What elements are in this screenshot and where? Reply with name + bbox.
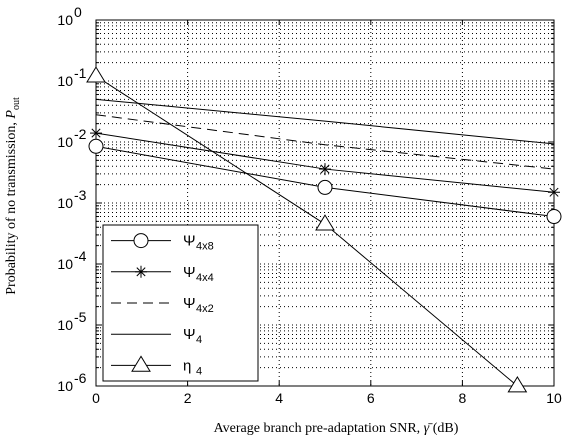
series-marker-4 (507, 376, 528, 393)
legend-label-sub-4: 4 (196, 365, 202, 377)
series-line-2 (96, 114, 554, 170)
y-axis-label-subscript: out (11, 97, 22, 110)
y-tick-label: 10 (57, 317, 73, 333)
legend-label-1: Ψ (183, 264, 196, 281)
legend-marker-1 (135, 265, 147, 278)
x-axis-label-symbol: γ̄ (424, 421, 434, 436)
x-axis-label: Average branch pre-adaptation SNR, γ̄ (d… (214, 421, 459, 436)
y-tick-label: 10 (57, 73, 73, 89)
y-tick-label-exponent: -4 (74, 248, 87, 264)
y-axis-label: Probability of no transmission, Pout (4, 97, 22, 295)
x-tick-label: 6 (367, 390, 375, 406)
x-tick-label: 2 (184, 390, 192, 406)
y-tick-label-exponent: -2 (74, 126, 87, 142)
x-tick-label: 4 (275, 390, 283, 406)
series-marker-1 (90, 127, 102, 140)
y-tick-label-exponent: -3 (74, 187, 87, 203)
y-tick-label-exponent: -5 (74, 309, 87, 325)
legend-label-sub-3: 4 (196, 334, 202, 346)
y-tick-label-exponent: 0 (74, 4, 82, 20)
series-marker-0 (546, 209, 562, 225)
series-marker-0 (88, 138, 104, 154)
series-marker-0 (317, 179, 333, 195)
series-marker-1 (319, 163, 331, 176)
x-tick-label: 10 (546, 390, 562, 406)
y-tick-label: 10 (57, 256, 73, 272)
y-tick-label: 10 (57, 378, 73, 394)
legend-label-3: Ψ (183, 326, 196, 343)
series-line-3 (96, 98, 554, 145)
legend-box (102, 224, 259, 382)
legend-marker-4 (131, 355, 151, 372)
y-tick-label-exponent: -1 (74, 65, 87, 81)
series-marker-4 (86, 66, 106, 83)
legend-label-sub-1: 4x4 (196, 272, 214, 284)
x-axis-label-main: Average branch pre-adaptation SNR, (214, 421, 424, 436)
x-axis-label-unit: (dB) (429, 421, 459, 436)
series-marker-4 (315, 214, 335, 231)
y-tick-label: 10 (57, 195, 73, 211)
legend-label-sub-0: 4x8 (196, 241, 214, 253)
y-axis-label-symbol: P (4, 110, 19, 120)
y-tick-label-exponent: -6 (74, 370, 87, 386)
y-tick-label: 10 (57, 134, 73, 150)
y-tick-label: 10 (57, 12, 73, 28)
x-tick-label: 0 (92, 390, 100, 406)
legend-label-0: Ψ (183, 233, 196, 250)
legend-label-sub-2: 4x2 (196, 303, 214, 315)
legend-label-4: η (183, 357, 191, 374)
marker-layer (86, 66, 562, 393)
x-tick-label: 8 (459, 390, 467, 406)
legend-label-2: Ψ (183, 295, 196, 312)
y-axis-label-main: Probability of no transmission, (4, 119, 19, 295)
legend-marker-0 (133, 233, 149, 249)
series-marker-1 (548, 186, 560, 199)
